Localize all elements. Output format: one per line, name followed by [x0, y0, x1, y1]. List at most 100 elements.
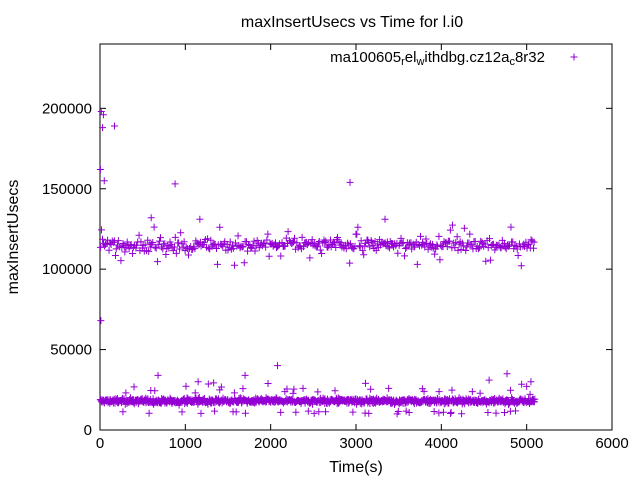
data-point — [238, 243, 246, 251]
data-points — [96, 108, 539, 418]
data-point-outlier — [346, 178, 354, 186]
data-point — [150, 223, 158, 231]
data-point — [216, 386, 224, 394]
data-point — [518, 380, 526, 388]
data-point — [240, 259, 248, 267]
data-point — [207, 236, 215, 244]
data-point — [156, 237, 164, 245]
data-point — [262, 243, 270, 251]
data-point — [316, 246, 324, 254]
y-axis-label: maxInsertUsecs — [5, 180, 22, 295]
x-axis-ticks: 0 1000 2000 3000 4000 5000 6000 — [96, 44, 629, 452]
data-point — [277, 252, 285, 260]
data-point — [481, 240, 489, 248]
data-point — [356, 243, 364, 251]
data-point — [435, 232, 443, 240]
data-point — [283, 385, 291, 393]
y-tick-label: 200000 — [42, 100, 92, 117]
data-point — [476, 389, 484, 397]
data-point — [322, 408, 330, 416]
x-tick-label: 2000 — [254, 435, 287, 452]
data-point — [394, 408, 402, 416]
data-point — [191, 245, 199, 253]
data-point — [422, 235, 430, 243]
data-point — [264, 380, 272, 388]
data-point — [318, 250, 326, 257]
data-point — [162, 250, 170, 258]
data-point — [511, 407, 519, 415]
data-point — [241, 409, 249, 417]
data-point — [420, 387, 428, 395]
data-point — [492, 409, 500, 417]
data-point — [344, 239, 352, 247]
data-point — [360, 251, 368, 259]
data-point — [452, 239, 460, 247]
data-point — [105, 246, 113, 254]
y-tick-label: 50000 — [50, 342, 92, 359]
data-point — [402, 407, 410, 415]
data-point — [441, 239, 449, 247]
data-point — [265, 252, 273, 260]
data-point — [530, 238, 538, 246]
y-axis-ticks: 0 50000 100000 150000 200000 — [42, 100, 612, 439]
x-tick-label: 0 — [96, 435, 104, 452]
data-point — [211, 407, 219, 415]
data-point — [463, 243, 471, 251]
data-point-outlier — [194, 378, 202, 386]
data-point — [239, 242, 247, 250]
data-point — [484, 409, 492, 417]
data-point — [466, 230, 474, 238]
data-point — [292, 408, 300, 416]
data-point — [182, 382, 190, 390]
data-point — [402, 244, 410, 252]
data-point — [507, 223, 515, 231]
data-point — [430, 408, 438, 416]
x-tick-label: 5000 — [510, 435, 543, 452]
data-point — [334, 234, 342, 242]
data-point — [210, 379, 218, 387]
data-point — [500, 408, 508, 416]
data-point — [322, 237, 330, 245]
data-point — [244, 247, 252, 255]
data-point — [280, 242, 288, 250]
data-point — [135, 231, 143, 239]
y-tick-label: 100000 — [42, 261, 92, 278]
data-point — [526, 390, 534, 398]
chart-title: maxInsertUsecs vs Time for l.i0 — [241, 14, 463, 31]
data-point — [278, 239, 286, 247]
data-point-outlier — [97, 317, 105, 325]
data-point — [272, 239, 280, 247]
data-point — [234, 232, 242, 240]
x-tick-label: 3000 — [339, 435, 372, 452]
data-point — [251, 247, 259, 255]
data-point — [462, 246, 470, 254]
data-point — [232, 408, 240, 416]
data-point — [315, 237, 323, 245]
data-point — [149, 239, 157, 247]
data-point — [453, 233, 461, 241]
data-point — [476, 243, 484, 251]
data-point — [191, 389, 199, 397]
data-point — [447, 408, 455, 416]
data-point — [435, 409, 443, 417]
data-point — [419, 239, 427, 247]
data-point — [103, 240, 111, 248]
data-point — [465, 239, 473, 247]
data-point — [190, 243, 198, 251]
data-point-outlier — [183, 394, 191, 402]
data-point — [299, 384, 307, 392]
data-point-outlier — [96, 165, 104, 173]
data-point — [367, 385, 375, 393]
data-point — [353, 230, 361, 238]
data-point-outlier — [273, 362, 281, 370]
data-point — [141, 241, 149, 249]
data-point — [177, 229, 185, 237]
data-point-outlier — [99, 124, 107, 132]
data-point — [239, 385, 247, 393]
data-point — [315, 408, 323, 416]
data-point — [121, 248, 129, 256]
data-point — [229, 244, 237, 252]
data-point — [314, 388, 322, 396]
data-point — [145, 247, 153, 255]
